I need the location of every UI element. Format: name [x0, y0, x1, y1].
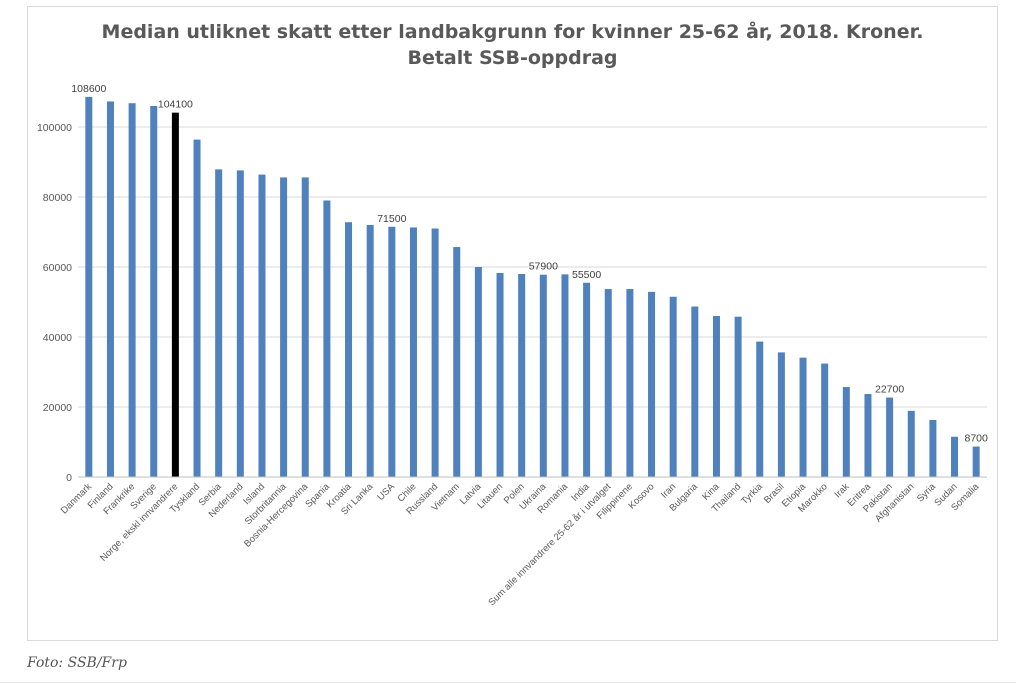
bar-14 — [366, 225, 374, 477]
divider — [0, 682, 1016, 683]
bar-24 — [583, 282, 591, 477]
bar-3 — [128, 103, 136, 477]
bar-2 — [106, 101, 114, 477]
bar-19 — [474, 267, 482, 477]
bar-41 — [951, 436, 959, 477]
bar-31 — [734, 316, 742, 477]
y-tick-label: 80000 — [43, 192, 72, 204]
photo-credit: Foto: SSB/Frp — [27, 655, 127, 671]
bar-9 — [258, 174, 266, 477]
bar-35 — [821, 363, 829, 477]
bar-37 — [864, 394, 872, 477]
y-tick-label: 60000 — [43, 262, 72, 274]
bar-42 — [972, 446, 980, 477]
bar-11 — [301, 177, 309, 477]
chart-title-line-1: Median utliknet skatt etter landbakgrunn… — [101, 21, 924, 43]
x-tick-label: USA — [375, 481, 397, 503]
x-tick-label: Tyrkia — [739, 481, 765, 507]
data-label: 108600 — [71, 83, 106, 95]
bar-16 — [409, 227, 417, 477]
bar-10 — [280, 177, 288, 477]
y-tick-label: 100000 — [37, 122, 72, 134]
bar-32 — [756, 341, 764, 477]
data-label: 8700 — [964, 433, 988, 445]
data-label: 104100 — [158, 99, 193, 111]
bar-12 — [323, 200, 331, 477]
chart-frame: Median utliknet skatt etter landbakgrunn… — [27, 6, 998, 641]
x-tick-label: Danmark — [59, 481, 94, 516]
bar-4 — [150, 106, 158, 477]
y-tick-label: 0 — [66, 472, 72, 484]
bar-6 — [193, 139, 201, 477]
bar-20 — [496, 272, 504, 477]
data-label: 55500 — [572, 269, 601, 281]
data-label: 57900 — [529, 261, 558, 273]
bar-22 — [539, 274, 547, 477]
bar-13 — [345, 222, 353, 477]
data-label: 71500 — [377, 213, 406, 225]
bar-30 — [712, 316, 720, 477]
bar-38 — [886, 397, 894, 477]
bar-chart: 0 20000 40000 60000 80000 100000 Danmark 108600… — [37, 83, 988, 608]
y-tick-label: 40000 — [43, 332, 72, 344]
bar-25 — [604, 289, 612, 477]
bar-39 — [907, 410, 915, 477]
bar-18 — [453, 247, 461, 477]
bar-5 — [171, 112, 179, 478]
bar-36 — [842, 387, 850, 477]
bar-27 — [648, 291, 656, 477]
bar-1 — [85, 96, 93, 478]
bar-29 — [691, 306, 699, 477]
bar-28 — [669, 296, 677, 477]
bar-33 — [777, 352, 785, 477]
y-tick-label: 20000 — [43, 402, 72, 414]
data-label: 22700 — [875, 384, 904, 396]
bar-40 — [929, 419, 937, 477]
bar-21 — [518, 274, 526, 477]
bar-34 — [799, 357, 807, 477]
bar-17 — [431, 228, 439, 477]
chart-title: Median utliknet skatt etter landbakgrunn… — [28, 19, 997, 71]
chart-title-line-2: Betalt SSB-oppdrag — [407, 47, 618, 69]
bar-15 — [388, 226, 396, 477]
bar-8 — [236, 170, 244, 477]
bar-26 — [626, 289, 634, 477]
bar-7 — [215, 169, 223, 477]
bar-23 — [561, 274, 569, 477]
